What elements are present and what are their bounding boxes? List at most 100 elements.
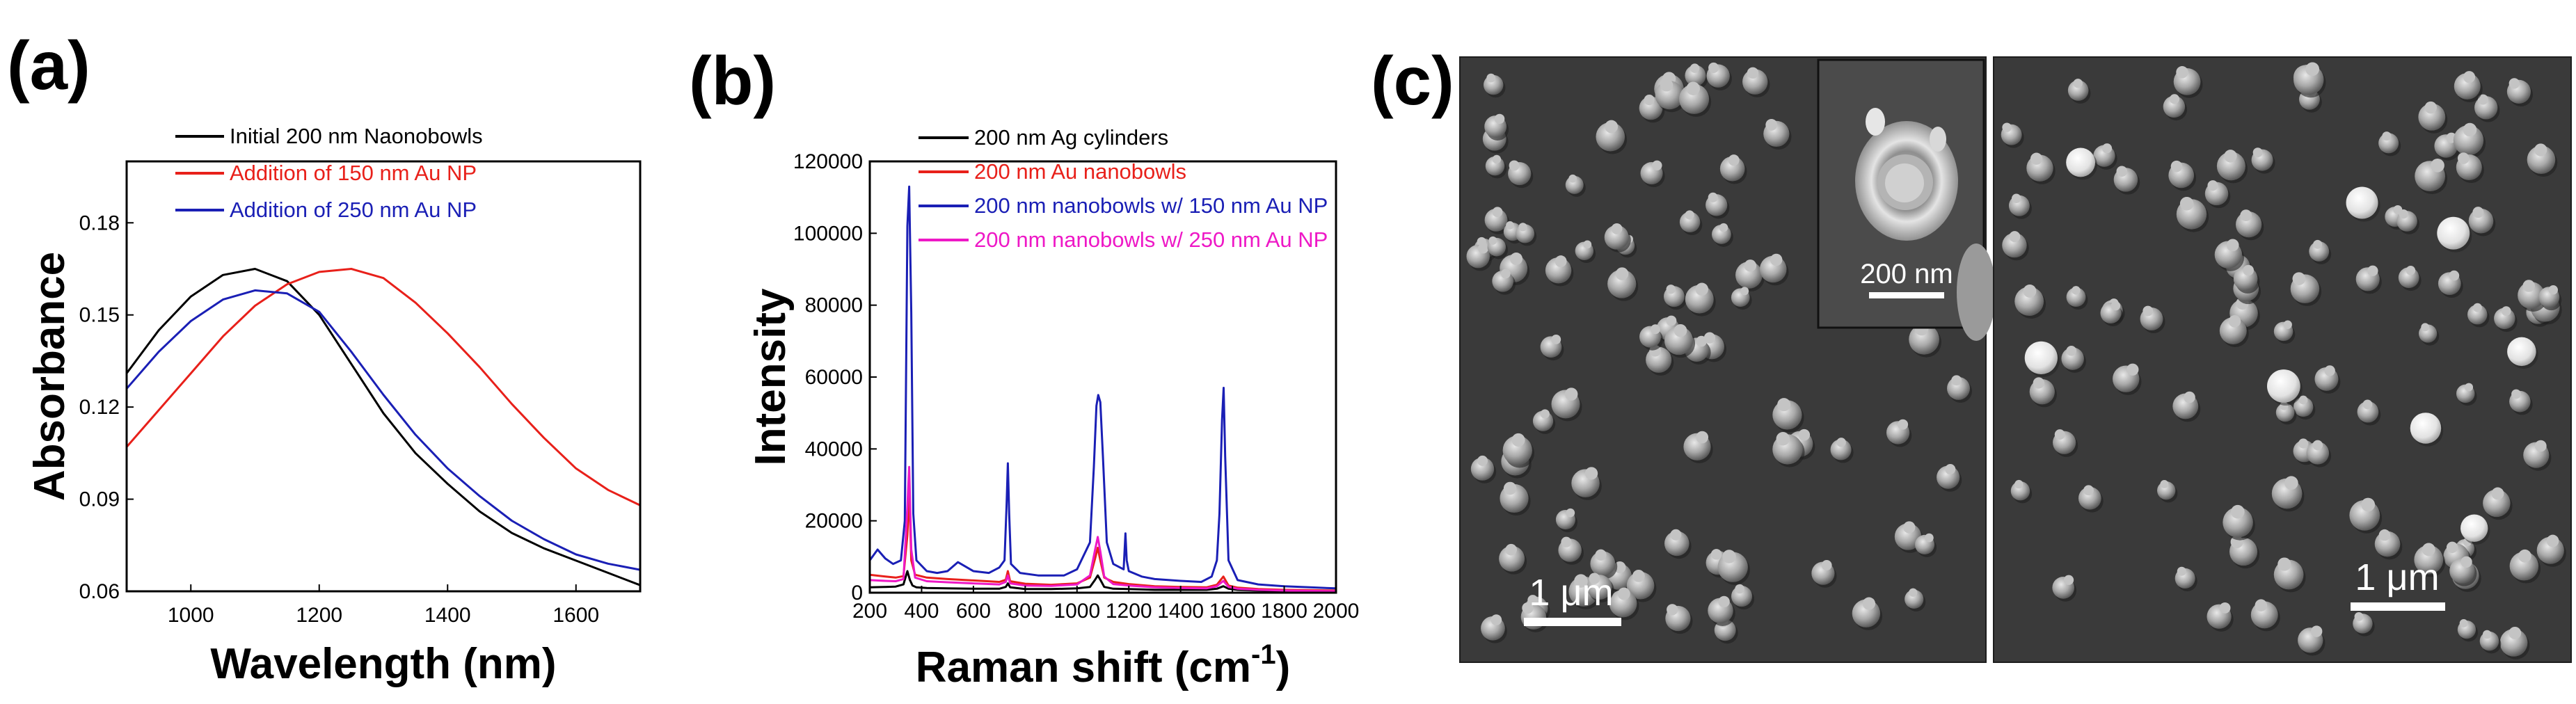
sem-particle bbox=[1626, 569, 1657, 602]
series-line-2 bbox=[869, 490, 1337, 592]
x-tick-label: 1200 bbox=[296, 604, 342, 627]
sem-particle bbox=[1905, 588, 1926, 611]
sem-particle bbox=[2378, 131, 2401, 157]
sem-particle bbox=[2536, 534, 2566, 567]
legend-label-3: Addition of 250 nm Au NP bbox=[230, 198, 477, 222]
y-tick-label: 0 bbox=[851, 582, 863, 605]
right-scale-label: 1 μm bbox=[2355, 557, 2439, 598]
sem-particle bbox=[2467, 303, 2490, 328]
sem-particle bbox=[2419, 323, 2440, 346]
sem-particle bbox=[1466, 243, 1492, 271]
sem-particle bbox=[2223, 504, 2255, 541]
x-axis-label: Wavelength (nm) bbox=[210, 640, 556, 688]
sem-particle bbox=[2113, 363, 2142, 395]
y-axis-label: Intensity bbox=[747, 288, 795, 465]
sem-particle bbox=[1731, 287, 1752, 310]
sem-particle bbox=[1685, 282, 1716, 317]
y-tick-label: 100000 bbox=[793, 222, 863, 245]
au-nanoparticle bbox=[2507, 337, 2538, 369]
series-line-2 bbox=[125, 268, 641, 506]
sem-image-left: 200 nm 1 μm bbox=[1459, 56, 1996, 663]
sem-particle bbox=[1485, 154, 1507, 179]
sem-particle bbox=[1937, 464, 1962, 492]
sem-particle bbox=[2396, 209, 2419, 234]
sem-particle bbox=[2309, 239, 2332, 264]
au-nanoparticle bbox=[2024, 341, 2060, 377]
sem-particle bbox=[2314, 365, 2341, 394]
x-tick-label: 1000 bbox=[168, 604, 214, 627]
panel-c: (c) 200 nm 1 μm 1 μm bbox=[1357, 0, 2576, 704]
sem-particle bbox=[2067, 79, 2091, 104]
sem-particle bbox=[1481, 614, 1507, 643]
x-tick-label: 200 bbox=[852, 600, 887, 623]
sem-images: (c) 200 nm 1 μm 1 μm bbox=[1371, 42, 2572, 663]
au-nanoparticle bbox=[2460, 514, 2490, 545]
legend-label-2: 200 nm Au nanobowls bbox=[974, 159, 1186, 184]
sem-particle bbox=[1665, 604, 1693, 634]
sem-particle bbox=[1555, 508, 1578, 533]
sem-particle bbox=[1499, 543, 1527, 575]
x-tick-label: 1000 bbox=[1054, 600, 1100, 623]
sem-particle bbox=[2061, 345, 2086, 373]
sem-particle bbox=[2298, 625, 2325, 656]
sem-particle bbox=[2002, 231, 2029, 261]
y-tick-label: 60000 bbox=[805, 366, 863, 389]
sem-particle bbox=[2357, 399, 2381, 426]
sem-particle bbox=[1909, 321, 1941, 358]
sem-particle bbox=[2010, 479, 2033, 504]
series-line-3 bbox=[868, 185, 1337, 590]
x-tick-label: 1400 bbox=[1157, 600, 1204, 623]
sem-particle bbox=[2438, 270, 2463, 298]
sem-particle bbox=[2026, 152, 2056, 184]
x-axis-label-superscript: -1 bbox=[1251, 639, 1276, 670]
x-tick-label: 400 bbox=[904, 600, 939, 623]
sem-particle bbox=[2306, 440, 2332, 467]
sem-particle bbox=[1545, 255, 1574, 287]
sem-particle bbox=[2349, 497, 2383, 534]
panel-b-label: (b) bbox=[689, 42, 776, 119]
sem-particle bbox=[2523, 440, 2552, 471]
sem-particle bbox=[2204, 180, 2231, 209]
sem-particle bbox=[1551, 387, 1582, 422]
sem-particle bbox=[1772, 431, 1805, 467]
sem-particle bbox=[1502, 433, 1535, 468]
y-tick-label: 20000 bbox=[805, 510, 863, 533]
x-tick-label: 800 bbox=[1008, 600, 1042, 623]
sem-particle bbox=[1811, 560, 1837, 588]
sem-particle bbox=[1708, 595, 1735, 627]
sem-particle bbox=[1711, 223, 1733, 247]
sem-particle bbox=[2415, 158, 2448, 195]
sem-particle bbox=[1759, 253, 1789, 286]
x-axis-label: Raman shift (cm-1) bbox=[916, 639, 1291, 691]
sem-particle bbox=[2008, 193, 2032, 219]
sem-particle bbox=[1484, 113, 1509, 141]
sem-particle bbox=[2175, 566, 2197, 591]
x-tick-label: 1200 bbox=[1106, 600, 1152, 623]
inset-scale-label: 200 nm bbox=[1860, 259, 1953, 289]
sem-particle bbox=[2468, 207, 2496, 237]
sem-particle bbox=[1500, 481, 1531, 516]
sem-particle bbox=[2173, 66, 2203, 98]
sem-particle bbox=[2527, 143, 2558, 177]
sem-particle bbox=[2172, 391, 2201, 422]
x-tick-label: 1600 bbox=[552, 604, 599, 627]
sem-particle bbox=[1706, 62, 1732, 90]
sem-particle bbox=[2479, 630, 2502, 654]
sem-particle bbox=[2509, 389, 2533, 415]
sem-particle bbox=[1655, 79, 1686, 113]
x-tick-label: 1800 bbox=[1261, 600, 1307, 623]
sem-particle bbox=[2418, 101, 2448, 134]
sem-particle bbox=[1914, 533, 1937, 557]
sem-particle bbox=[1886, 419, 1912, 447]
y-tick-label: 0.09 bbox=[79, 488, 120, 511]
sem-particle bbox=[2374, 529, 2403, 560]
sem-particle bbox=[1683, 431, 1713, 463]
sem-particle bbox=[1706, 192, 1730, 219]
sem-particle bbox=[2353, 612, 2375, 637]
sem-particle bbox=[1742, 67, 1770, 97]
legend-label-2: Addition of 150 nm Au NP bbox=[230, 161, 477, 185]
sem-particle bbox=[2273, 557, 2306, 593]
sem-particle bbox=[2518, 280, 2547, 312]
absorbance-chart: (a) 1000 1200 1400 1600 0.06 0.09 0.12 0.15 0.18… bbox=[7, 27, 642, 688]
y-tick-label: 0.12 bbox=[79, 396, 120, 419]
